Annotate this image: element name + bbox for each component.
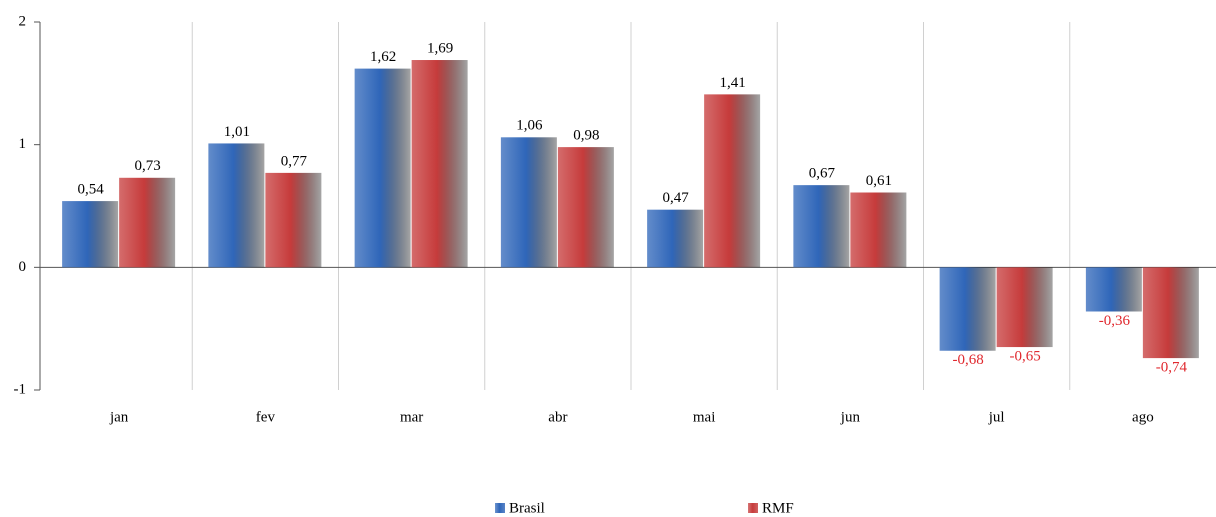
value-label: 1,69	[427, 40, 453, 56]
value-label: 0,47	[663, 190, 690, 206]
value-label: 1,01	[224, 124, 250, 140]
bar	[62, 201, 119, 268]
bar	[1142, 267, 1199, 359]
legend-swatch	[748, 503, 758, 513]
value-label: 0,61	[866, 173, 892, 189]
bar	[354, 68, 411, 268]
value-label: 1,41	[720, 75, 746, 91]
bar	[647, 209, 704, 268]
value-label: 0,54	[78, 182, 105, 198]
bar	[939, 267, 996, 351]
bar	[208, 143, 265, 268]
value-label: 0,98	[573, 128, 599, 144]
x-tick-label: jul	[988, 409, 1005, 425]
x-tick-label: mar	[400, 409, 423, 425]
x-tick-label: jun	[840, 409, 861, 425]
legend-label: RMF	[762, 500, 794, 516]
bar	[850, 192, 907, 268]
y-tick-label: 2	[19, 13, 27, 29]
x-tick-label: jan	[109, 409, 129, 425]
x-tick-label: ago	[1132, 409, 1154, 425]
legend-label: Brasil	[509, 500, 545, 516]
value-label: -0,74	[1156, 360, 1188, 376]
x-tick-label: mai	[693, 409, 716, 425]
x-tick-label: abr	[548, 409, 567, 425]
bar	[704, 94, 761, 268]
bar	[793, 185, 850, 268]
y-tick-label: 1	[19, 136, 27, 152]
value-label: 0,73	[135, 158, 161, 174]
bar	[557, 147, 614, 268]
value-label: 0,77	[281, 153, 308, 169]
bar	[411, 60, 468, 268]
y-tick-label: 0	[19, 259, 27, 275]
value-label: -0,65	[1010, 349, 1041, 365]
value-label: 1,62	[370, 49, 396, 65]
bar	[1085, 267, 1142, 312]
bar	[265, 172, 322, 268]
bar	[996, 267, 1053, 348]
value-label: 0,67	[809, 166, 836, 182]
bar	[119, 177, 176, 268]
legend-swatch	[495, 503, 505, 513]
value-label: -0,36	[1099, 313, 1131, 329]
bar	[500, 137, 557, 268]
value-label: 1,06	[516, 118, 543, 134]
value-label: -0,68	[953, 352, 984, 368]
x-tick-label: fev	[256, 409, 276, 425]
y-tick-label: -1	[14, 381, 27, 397]
